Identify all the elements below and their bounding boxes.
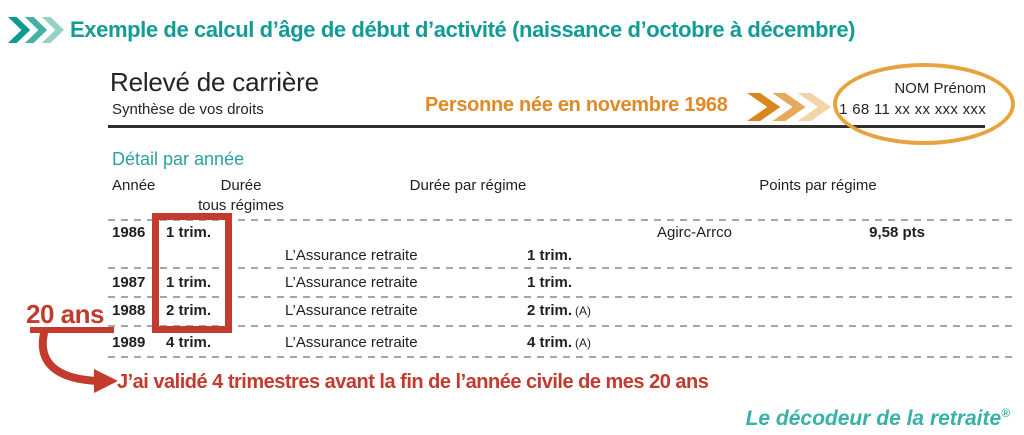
dashed-separator [108, 356, 1016, 358]
regime-value-text: 2 trim. [527, 302, 573, 319]
cell-duration: 1 trim. [166, 224, 212, 241]
curved-arrow-icon [38, 333, 118, 393]
regime-note: (A) [575, 336, 592, 350]
col-header-duration-sub: tous régimes [198, 197, 284, 214]
cell-points-regime: Agirc-Arrco [657, 224, 733, 241]
dashed-separator [108, 267, 1016, 269]
cell-duration: 4 trim. [166, 334, 212, 351]
cell-regime-value: 1 trim. [527, 247, 573, 264]
age-underline [30, 327, 114, 333]
statement-header-rule [108, 125, 985, 128]
section-title: Détail par année [112, 149, 245, 169]
cell-regime: L’Assurance retraite [285, 302, 418, 319]
col-header-duration-by-regime: Durée par régime [409, 177, 527, 194]
col-header-duration: Durée [220, 177, 262, 194]
conclusion-text: J’ai validé 4 trimestres avant la fin de… [117, 371, 709, 393]
dashed-separator [108, 219, 1016, 221]
cell-points-value: 9,58 pts [869, 224, 925, 241]
cell-regime-value: 4 trim. (A) [527, 333, 591, 353]
regime-value-text: 4 trim. [527, 334, 573, 351]
cell-year: 1986 [112, 224, 146, 241]
highlight-box [152, 213, 232, 333]
cell-regime: L’Assurance retraite [285, 334, 418, 351]
dashed-separator [108, 325, 1016, 327]
col-header-year: Année [112, 177, 156, 194]
cell-regime-value: 1 trim. [527, 274, 573, 291]
brand-signature: Le décodeur de la retraite® [746, 400, 1010, 432]
cell-year: 1987 [112, 274, 146, 291]
birth-annotation: Personne née en novembre 1968 [425, 94, 728, 116]
col-header-points-by-regime: Points par régime [759, 177, 877, 194]
cell-duration: 1 trim. [166, 274, 212, 291]
cell-regime-value: 2 trim. (A) [527, 301, 591, 321]
registered-mark: ® [1001, 406, 1010, 420]
dashed-separator [108, 296, 1016, 298]
statement-subtitle: Synthèse de vos droits [112, 101, 264, 118]
triple-chevron-teal-icon [8, 17, 64, 43]
regime-note: (A) [575, 304, 592, 318]
statement-title: Relevé de carrière [110, 67, 319, 97]
triple-chevron-orange-icon [747, 93, 831, 121]
cell-regime: L’Assurance retraite [285, 247, 418, 264]
cell-duration: 2 trim. [166, 302, 212, 319]
brand-name: Le décodeur de la retraite [745, 407, 1002, 430]
highlight-ellipse [833, 63, 1015, 145]
cell-year: 1988 [112, 302, 146, 319]
cell-year: 1989 [112, 334, 146, 351]
age-label: 20 ans [26, 299, 104, 329]
page-title: Exemple de calcul d’âge de début d’activ… [70, 17, 856, 42]
cell-regime: L’Assurance retraite [285, 274, 418, 291]
